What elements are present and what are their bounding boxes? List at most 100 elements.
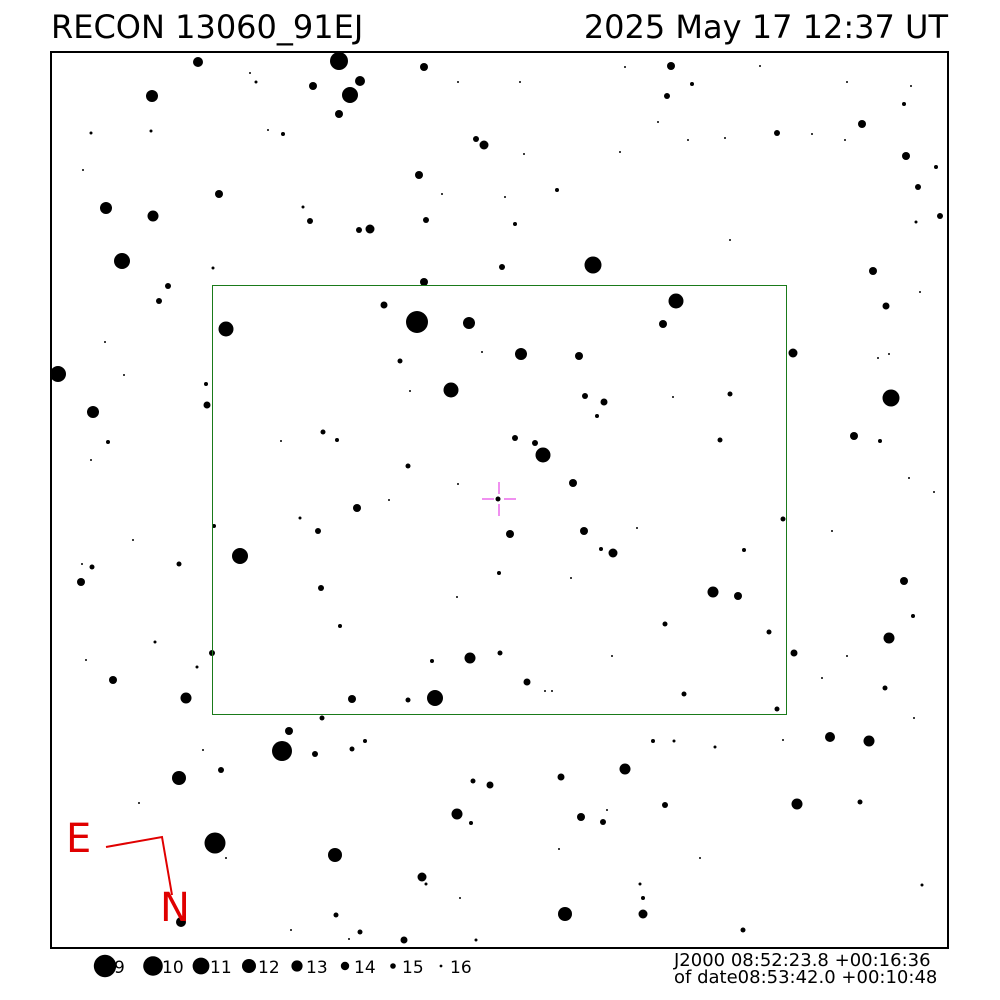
star — [50, 366, 66, 382]
star — [690, 82, 694, 86]
legend-dot — [390, 963, 396, 969]
star — [405, 697, 411, 703]
magnitude-legend: 9 10 11 12 13 14 15 16 — [93, 954, 472, 978]
star — [551, 690, 553, 692]
legend-label: 16 — [450, 958, 472, 978]
coord-label: of date — [674, 967, 738, 988]
star — [667, 62, 675, 70]
star — [424, 882, 428, 886]
star — [348, 695, 356, 703]
star — [506, 530, 514, 538]
star — [415, 171, 423, 179]
star — [619, 151, 621, 153]
star — [353, 504, 361, 512]
star — [569, 479, 577, 487]
star — [463, 317, 475, 329]
legend-label: 12 — [258, 958, 280, 978]
star — [138, 802, 140, 804]
legend-dot — [192, 957, 210, 975]
star — [195, 665, 199, 669]
star — [727, 391, 733, 397]
chart-frame — [50, 51, 949, 949]
star — [469, 821, 473, 825]
star — [409, 390, 411, 392]
field-of-view — [212, 285, 787, 715]
star — [417, 872, 427, 882]
star — [301, 205, 305, 209]
star — [657, 121, 659, 123]
star — [307, 218, 313, 224]
coord-ra: 08:52:23.8 — [731, 950, 829, 971]
star — [281, 132, 285, 136]
star — [497, 650, 503, 656]
star — [734, 592, 742, 600]
star — [176, 917, 186, 927]
star — [687, 139, 689, 141]
star — [858, 120, 866, 128]
star — [203, 401, 211, 409]
legend-dot — [143, 956, 163, 976]
star — [636, 527, 638, 529]
star — [672, 739, 676, 743]
star — [535, 447, 551, 463]
star — [782, 739, 784, 741]
star — [717, 437, 723, 443]
star — [664, 93, 670, 99]
star — [919, 291, 921, 293]
star — [532, 440, 538, 446]
compass — [105, 835, 173, 896]
star — [430, 659, 434, 663]
star — [349, 746, 355, 752]
star — [902, 102, 906, 106]
star — [420, 63, 428, 71]
star — [165, 283, 171, 289]
star — [218, 767, 224, 773]
star — [742, 548, 746, 552]
star — [363, 739, 367, 743]
star — [356, 227, 362, 233]
star — [342, 87, 358, 103]
timestamp: 2025 May 17 12:37 UT — [584, 8, 949, 46]
star — [915, 184, 921, 190]
star — [254, 80, 258, 84]
coord-of-date: of date08:53:42.0 +00:10:48 — [674, 967, 937, 988]
star — [132, 539, 134, 541]
star — [267, 129, 269, 131]
star — [180, 692, 192, 704]
star — [619, 763, 631, 775]
star — [869, 267, 877, 275]
star — [913, 717, 915, 719]
star — [272, 741, 292, 761]
star — [89, 131, 93, 135]
star — [659, 320, 667, 328]
star — [464, 652, 476, 664]
star — [225, 857, 227, 859]
star — [729, 239, 731, 241]
star — [355, 76, 365, 86]
legend-dot — [93, 954, 117, 978]
star — [309, 82, 317, 90]
star — [857, 799, 863, 805]
star — [513, 222, 517, 226]
star — [481, 351, 483, 353]
star — [558, 848, 560, 850]
star — [780, 516, 786, 522]
star — [584, 256, 602, 274]
star — [577, 813, 585, 821]
star — [90, 459, 92, 461]
star — [523, 153, 525, 155]
star — [87, 406, 99, 418]
star — [441, 193, 443, 195]
star — [900, 577, 908, 585]
star — [920, 883, 924, 887]
star — [486, 781, 494, 789]
star — [882, 302, 890, 310]
star — [651, 739, 655, 743]
star — [774, 706, 780, 712]
star — [766, 629, 772, 635]
star — [811, 133, 813, 135]
star — [443, 382, 459, 398]
star — [285, 727, 293, 735]
star — [104, 341, 106, 343]
star — [519, 81, 521, 83]
